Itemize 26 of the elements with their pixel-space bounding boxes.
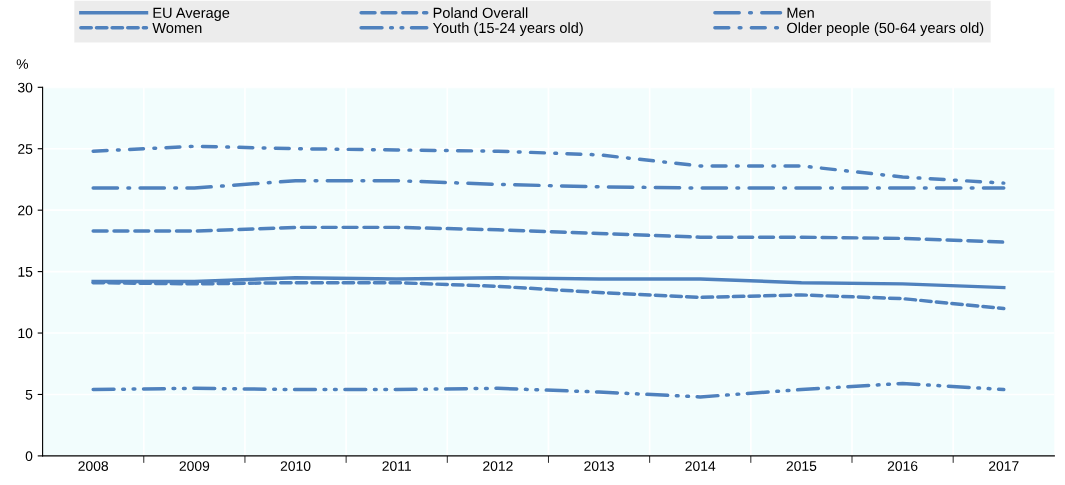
- x-tick-label: 2011: [382, 461, 411, 471]
- line-series: [91, 225, 1006, 244]
- x-tick-label: 2010: [280, 461, 311, 471]
- legend-label: Women: [152, 22, 202, 34]
- y-axis-title: %: [16, 59, 29, 69]
- y-tick-label: 20: [18, 205, 33, 216]
- y-tick-label: 25: [18, 144, 33, 154]
- x-tick-label: 2014: [685, 461, 716, 471]
- y-tick-label: 15: [18, 267, 33, 277]
- x-tick-label: 2013: [584, 461, 614, 471]
- legend-label: Men: [787, 7, 814, 18]
- x-tick-label: 2009: [179, 461, 210, 471]
- legend-label: Poland Overall: [433, 7, 528, 18]
- x-tick-label: 2015: [786, 461, 817, 471]
- y-tick-label: 5: [25, 389, 33, 400]
- y-tick-label: 0: [25, 451, 33, 462]
- legend-label: EU Average: [153, 7, 230, 21]
- line-series: [91, 381, 1006, 399]
- x-tick-label: 2017: [989, 461, 1019, 471]
- x-tick-label: 2008: [78, 461, 109, 471]
- legend-label: Youth (15-24 years old): [432, 22, 583, 36]
- x-tick-label: 2012: [483, 461, 513, 471]
- x-tick-label: 2016: [887, 461, 918, 471]
- y-tick-label: 30: [17, 82, 33, 93]
- y-tick-label: 10: [18, 328, 33, 339]
- legend-label: Older people (50-64 years old): [787, 22, 984, 36]
